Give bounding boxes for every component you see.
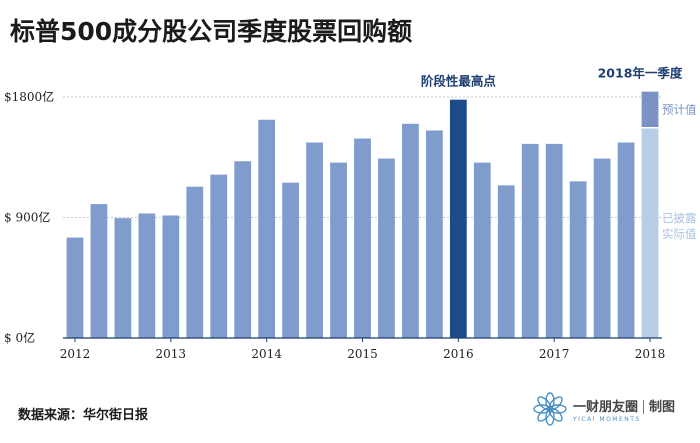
bar xyxy=(258,119,276,338)
x-tick-label: 2013 xyxy=(156,347,187,361)
bar xyxy=(306,142,323,338)
bar xyxy=(330,162,347,338)
bar xyxy=(425,130,443,338)
bar xyxy=(617,142,635,338)
bar xyxy=(521,143,539,338)
y-tick-label: $1800亿 xyxy=(4,89,54,104)
estimate-label: 预计值 xyxy=(662,103,697,117)
bar xyxy=(234,161,252,338)
bar xyxy=(473,162,491,338)
brand-credit: 一财朋友圈 制图 YICAI MOMENTS xyxy=(533,392,675,426)
bar xyxy=(593,158,611,338)
brand-suffix: 制图 xyxy=(649,399,676,415)
bar xyxy=(402,123,419,339)
bar xyxy=(378,158,395,338)
estimate-bar-segment xyxy=(641,91,659,128)
final-period-label: 2018年一季度 xyxy=(598,66,683,81)
actual-label-line2: 实际值 xyxy=(662,227,697,241)
data-source: 数据来源：华尔街日报 xyxy=(18,408,149,423)
bar xyxy=(114,218,132,338)
bar xyxy=(90,204,108,338)
peak-annotation: 阶段性最高点 xyxy=(421,74,497,89)
brand-divider xyxy=(643,400,645,414)
bar xyxy=(210,174,228,338)
x-tick-label: 2017 xyxy=(539,347,570,361)
actual-label-line1: 已披露 xyxy=(662,211,697,225)
bar xyxy=(138,213,156,338)
brand-subtitle: YICAI MOMENTS xyxy=(573,415,641,423)
y-tick-label: $ 900亿 xyxy=(4,210,50,225)
x-tick-label: 2015 xyxy=(347,347,378,361)
bar xyxy=(354,138,371,338)
x-tick-label: 2014 xyxy=(251,347,282,361)
x-tick-label: 2012 xyxy=(60,347,91,361)
actual-bar-segment xyxy=(641,127,659,339)
x-tick-label: 2016 xyxy=(443,347,474,361)
bar xyxy=(66,237,84,338)
bar xyxy=(545,143,563,338)
bar xyxy=(569,181,587,338)
brand-name: 一财朋友圈 xyxy=(573,399,639,415)
highlight-bar xyxy=(449,99,467,338)
bar xyxy=(162,215,180,338)
bar xyxy=(282,182,300,338)
chart-title: 标普500成分股公司季度股票回购额 xyxy=(10,17,413,46)
flower-logo-icon xyxy=(533,392,567,426)
y-tick-label: $ 0亿 xyxy=(4,330,35,345)
bar xyxy=(497,185,515,338)
bar xyxy=(186,186,204,338)
x-tick-label: 2018 xyxy=(635,347,666,361)
